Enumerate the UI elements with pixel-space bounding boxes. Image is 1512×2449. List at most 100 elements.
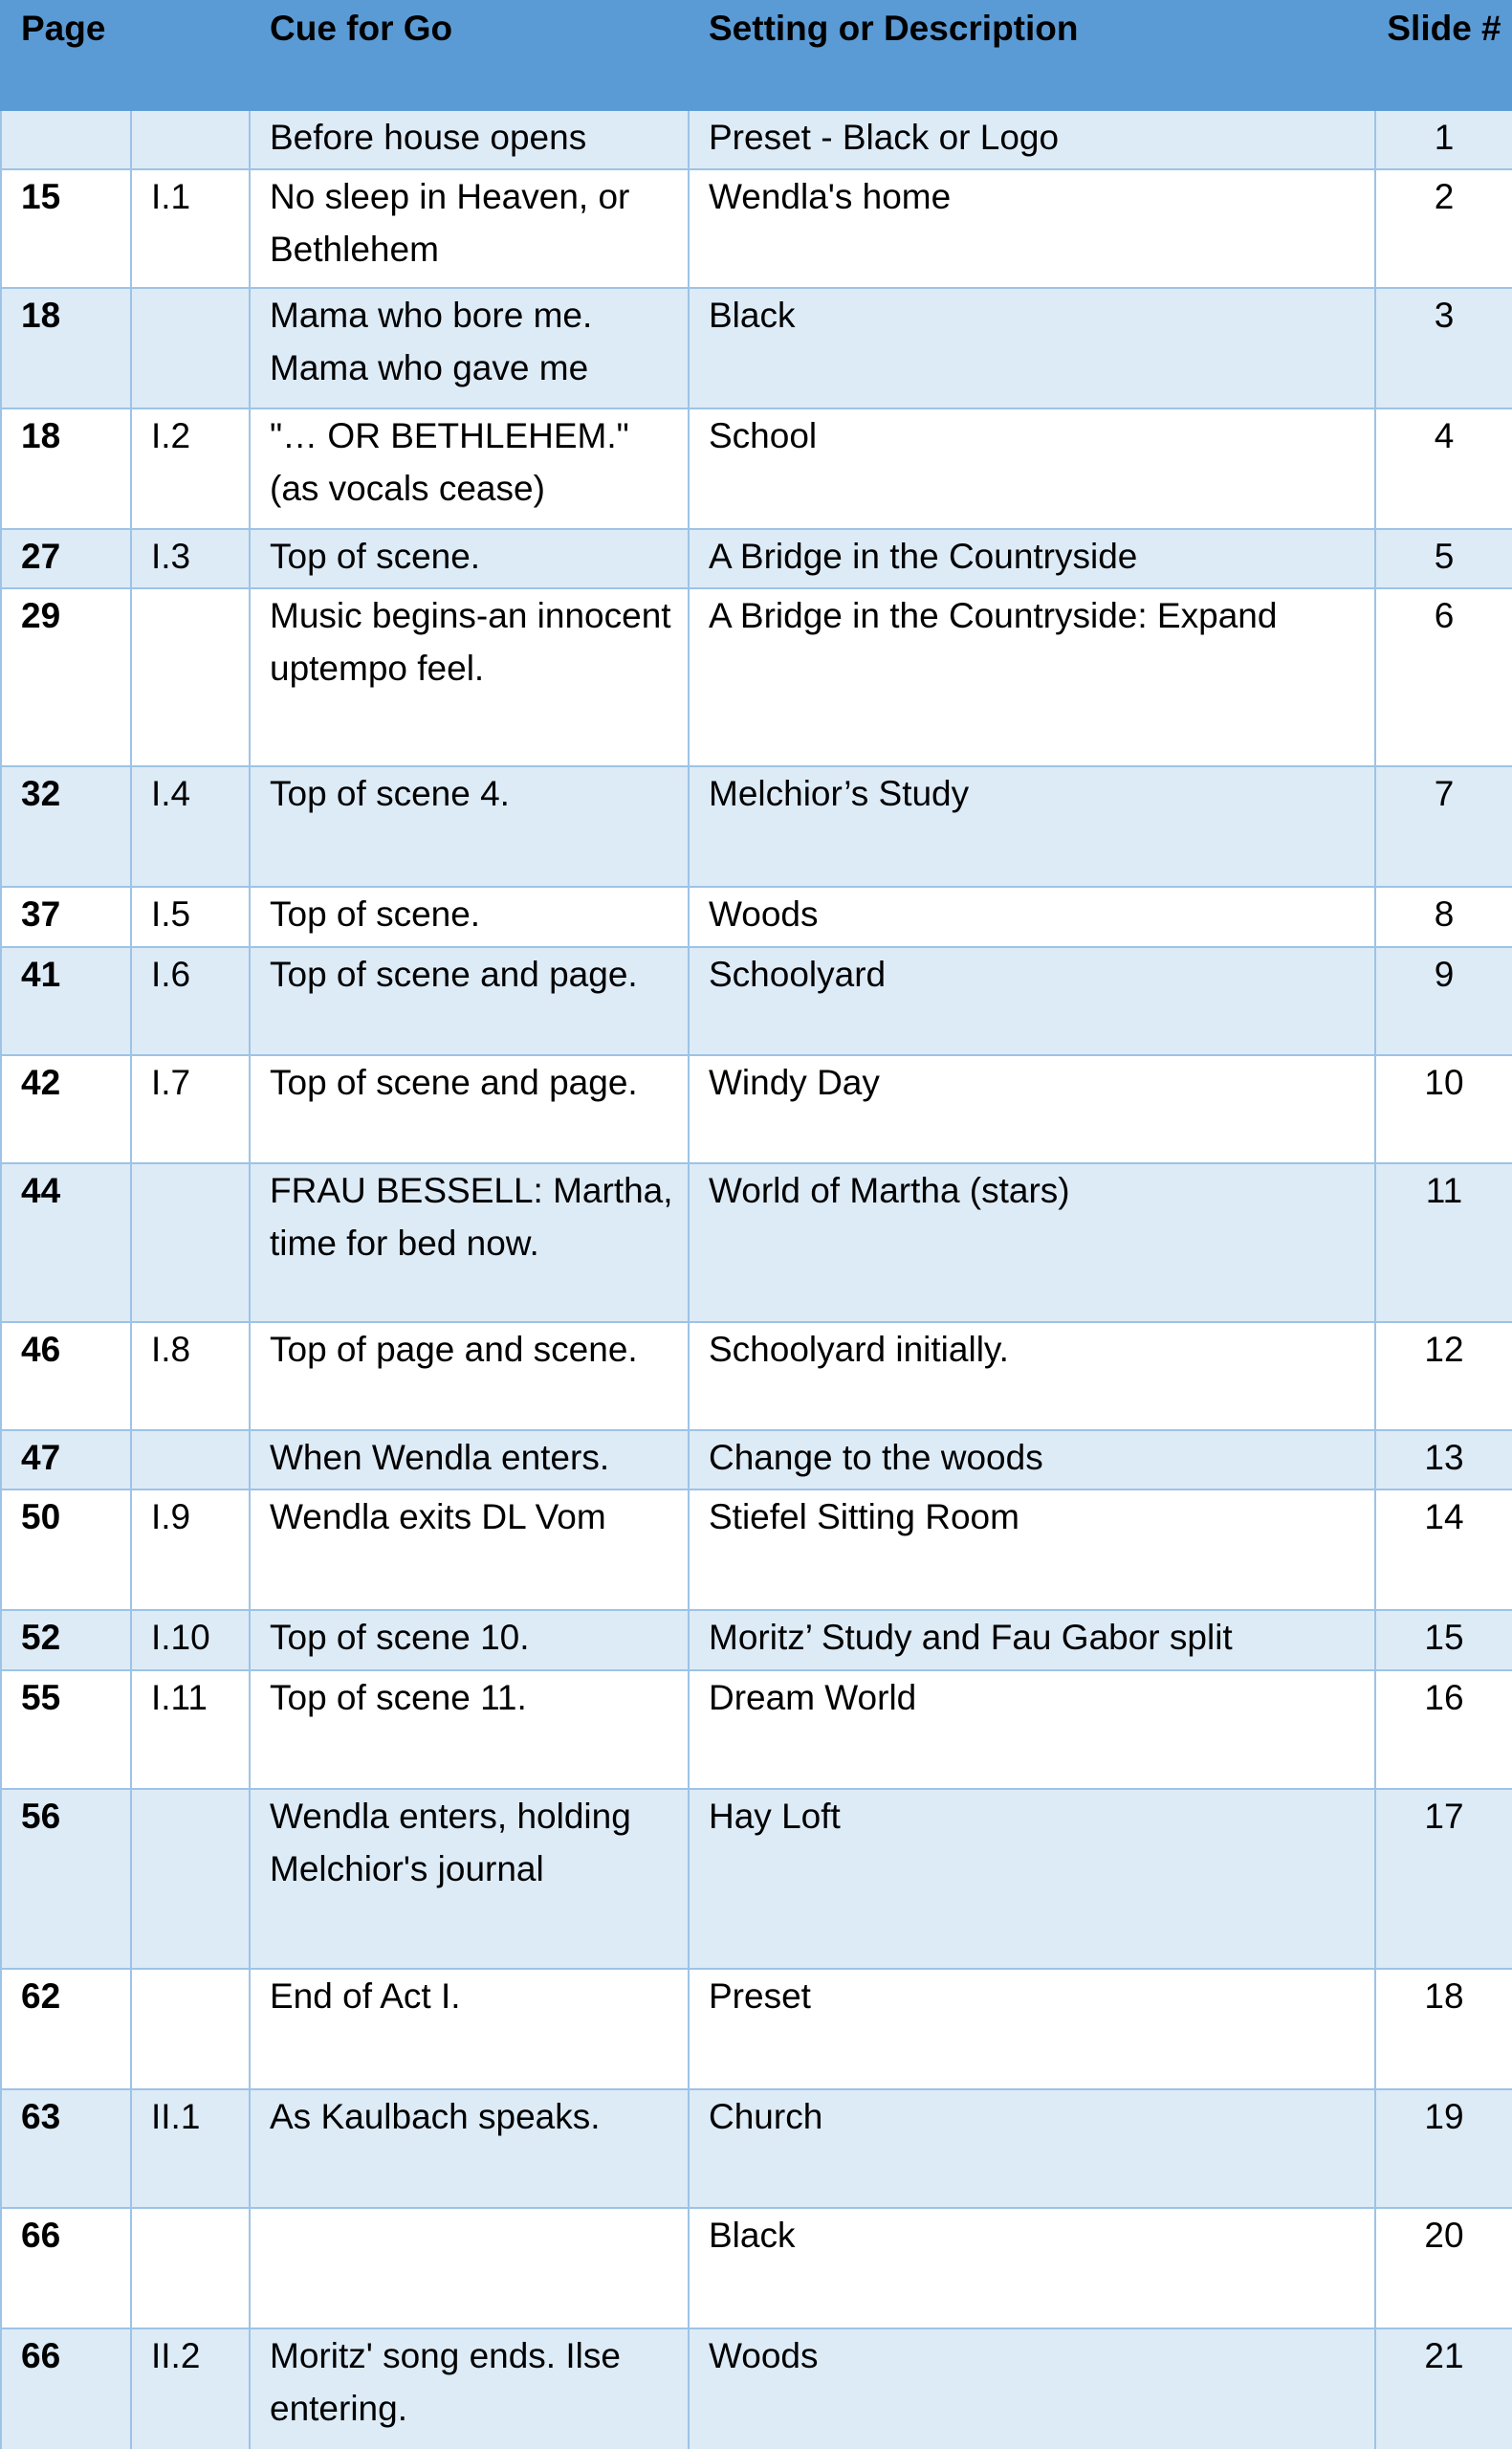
table-row: 44 FRAU BESSELL: Martha, time for bed now…	[0, 1162, 1512, 1323]
table-cell: I.4	[130, 765, 251, 888]
table-row: 55 I.11 Top of scene 11. Dream World 16	[0, 1669, 1512, 1790]
table-cell: 7	[1374, 765, 1512, 888]
table-row: 56 Wendla enters, holding Melchior's jour…	[0, 1788, 1512, 1970]
table-cell: 16	[1374, 1669, 1512, 1790]
table-cell: Wendla exits DL Vom	[249, 1489, 690, 1611]
table-cell: 29	[0, 587, 132, 767]
table-row: 18 I.2 "… OR BETHLEHEM." (as vocals cease)…	[0, 408, 1512, 530]
table-cell: As Kaulbach speaks.	[249, 2088, 690, 2209]
table-row: 29 Music begins-an innocent uptempo feel.…	[0, 587, 1512, 767]
table-cell: Schoolyard	[688, 946, 1376, 1056]
table-cell: Top of scene 10.	[249, 1609, 690, 1671]
table-cell: 1	[1374, 109, 1512, 170]
table-row: 41 I.6 Top of scene and page. Schoolyard 9	[0, 946, 1512, 1056]
table-row: 50 I.9 Wendla exits DL Vom Stiefel Sitting …	[0, 1489, 1512, 1611]
table-cell: 66	[0, 2207, 132, 2329]
table-cell: Top of scene and page.	[249, 946, 690, 1056]
table-cell: Mama who bore me. Mama who gave me	[249, 287, 690, 409]
table-cell: 47	[0, 1429, 132, 1490]
table-cell: Schoolyard initially.	[688, 1321, 1376, 1431]
table-cell	[249, 2207, 690, 2329]
table-cell: Moritz’ Study and Fau Gabor split	[688, 1609, 1376, 1671]
table-cell: Preset - Black or Logo	[688, 109, 1376, 170]
table-cell: II.2	[130, 2328, 251, 2449]
table-cell: 9	[1374, 946, 1512, 1056]
table-cell: 3	[1374, 287, 1512, 409]
table-cell: No sleep in Heaven, or Bethlehem	[249, 168, 690, 289]
table-row: 52 I.10 Top of scene 10. Moritz’ Study and …	[0, 1609, 1512, 1671]
table-cell: Dream World	[688, 1669, 1376, 1790]
table-cell: 55	[0, 1669, 132, 1790]
table-cell	[130, 587, 251, 767]
table-cell: Black	[688, 2207, 1376, 2329]
table-cell: 15	[1374, 1609, 1512, 1671]
table-cell: Black	[688, 287, 1376, 409]
table-cell: 15	[0, 168, 132, 289]
table-cell: I.1	[130, 168, 251, 289]
table-cell: Before house opens	[249, 109, 690, 170]
table-cell: 6	[1374, 587, 1512, 767]
table-cell: 32	[0, 765, 132, 888]
table-cell: Top of scene.	[249, 528, 690, 589]
table-row: 37 I.5 Top of scene. Woods 8	[0, 886, 1512, 948]
table-cell	[130, 1429, 251, 1490]
table-cell: 66	[0, 2328, 132, 2449]
table-cell	[130, 109, 251, 170]
header-cell: Setting or Description	[688, 0, 1376, 111]
table-cell: 42	[0, 1054, 132, 1164]
table-cell: 21	[1374, 2328, 1512, 2449]
table-cell: 11	[1374, 1162, 1512, 1323]
table-cell: I.6	[130, 946, 251, 1056]
table-cell: Preset	[688, 1968, 1376, 2090]
table-cell: When Wendla enters.	[249, 1429, 690, 1490]
table-cell: I.3	[130, 528, 251, 589]
table-row: 32 I.4 Top of scene 4. Melchior’s Study 7	[0, 765, 1512, 888]
table-cell: Top of scene.	[249, 886, 690, 948]
table-cell: 4	[1374, 408, 1512, 530]
table-cell	[130, 2207, 251, 2329]
table-cell: I.2	[130, 408, 251, 530]
table-cell: "… OR BETHLEHEM." (as vocals cease)	[249, 408, 690, 530]
header-cell: Cue for Go	[249, 0, 690, 111]
table-cell: 12	[1374, 1321, 1512, 1431]
table-cell: Windy Day	[688, 1054, 1376, 1164]
table-cell: I.9	[130, 1489, 251, 1611]
table-cell: 5	[1374, 528, 1512, 589]
table-cell: 41	[0, 946, 132, 1056]
table-cell	[130, 287, 251, 409]
table-cell: 8	[1374, 886, 1512, 948]
table-cell: 56	[0, 1788, 132, 1970]
table-cell: A Bridge in the Countryside	[688, 528, 1376, 589]
table-body: Before house opens Preset - Black or Logo…	[0, 109, 1512, 2449]
table-cell: Top of page and scene.	[249, 1321, 690, 1431]
table-cell: 18	[0, 408, 132, 530]
table-cell: 52	[0, 1609, 132, 1671]
header-cell: Page	[0, 0, 132, 111]
table-cell: 2	[1374, 168, 1512, 289]
table-cell: 18	[1374, 1968, 1512, 2090]
table-cell: 18	[0, 287, 132, 409]
table-cell: 20	[1374, 2207, 1512, 2329]
table-cell	[130, 1968, 251, 2090]
table-cell: 19	[1374, 2088, 1512, 2209]
table-cell: Wendla's home	[688, 168, 1376, 289]
table-cell: 44	[0, 1162, 132, 1323]
table-cell: I.10	[130, 1609, 251, 1671]
table-cell: 13	[1374, 1429, 1512, 1490]
table-row: 66 Black 20	[0, 2207, 1512, 2329]
table-cell: 10	[1374, 1054, 1512, 1164]
header-cell: Slide #	[1374, 0, 1512, 111]
table-cell: Melchior’s Study	[688, 765, 1376, 888]
table-cell: I.5	[130, 886, 251, 948]
table-cell: Wendla enters, holding Melchior's journa…	[249, 1788, 690, 1970]
table-row: 27 I.3 Top of scene. A Bridge in the Countr…	[0, 528, 1512, 589]
table-row: 63 II.1 As Kaulbach speaks. Church 19	[0, 2088, 1512, 2209]
table-cell: Stiefel Sitting Room	[688, 1489, 1376, 1611]
table-cell: World of Martha (stars)	[688, 1162, 1376, 1323]
table-cell: I.8	[130, 1321, 251, 1431]
table-row: 66 II.2 Moritz' song ends. Ilse entering. W…	[0, 2328, 1512, 2449]
table-cell: 46	[0, 1321, 132, 1431]
table-cell: Top of scene 4.	[249, 765, 690, 888]
